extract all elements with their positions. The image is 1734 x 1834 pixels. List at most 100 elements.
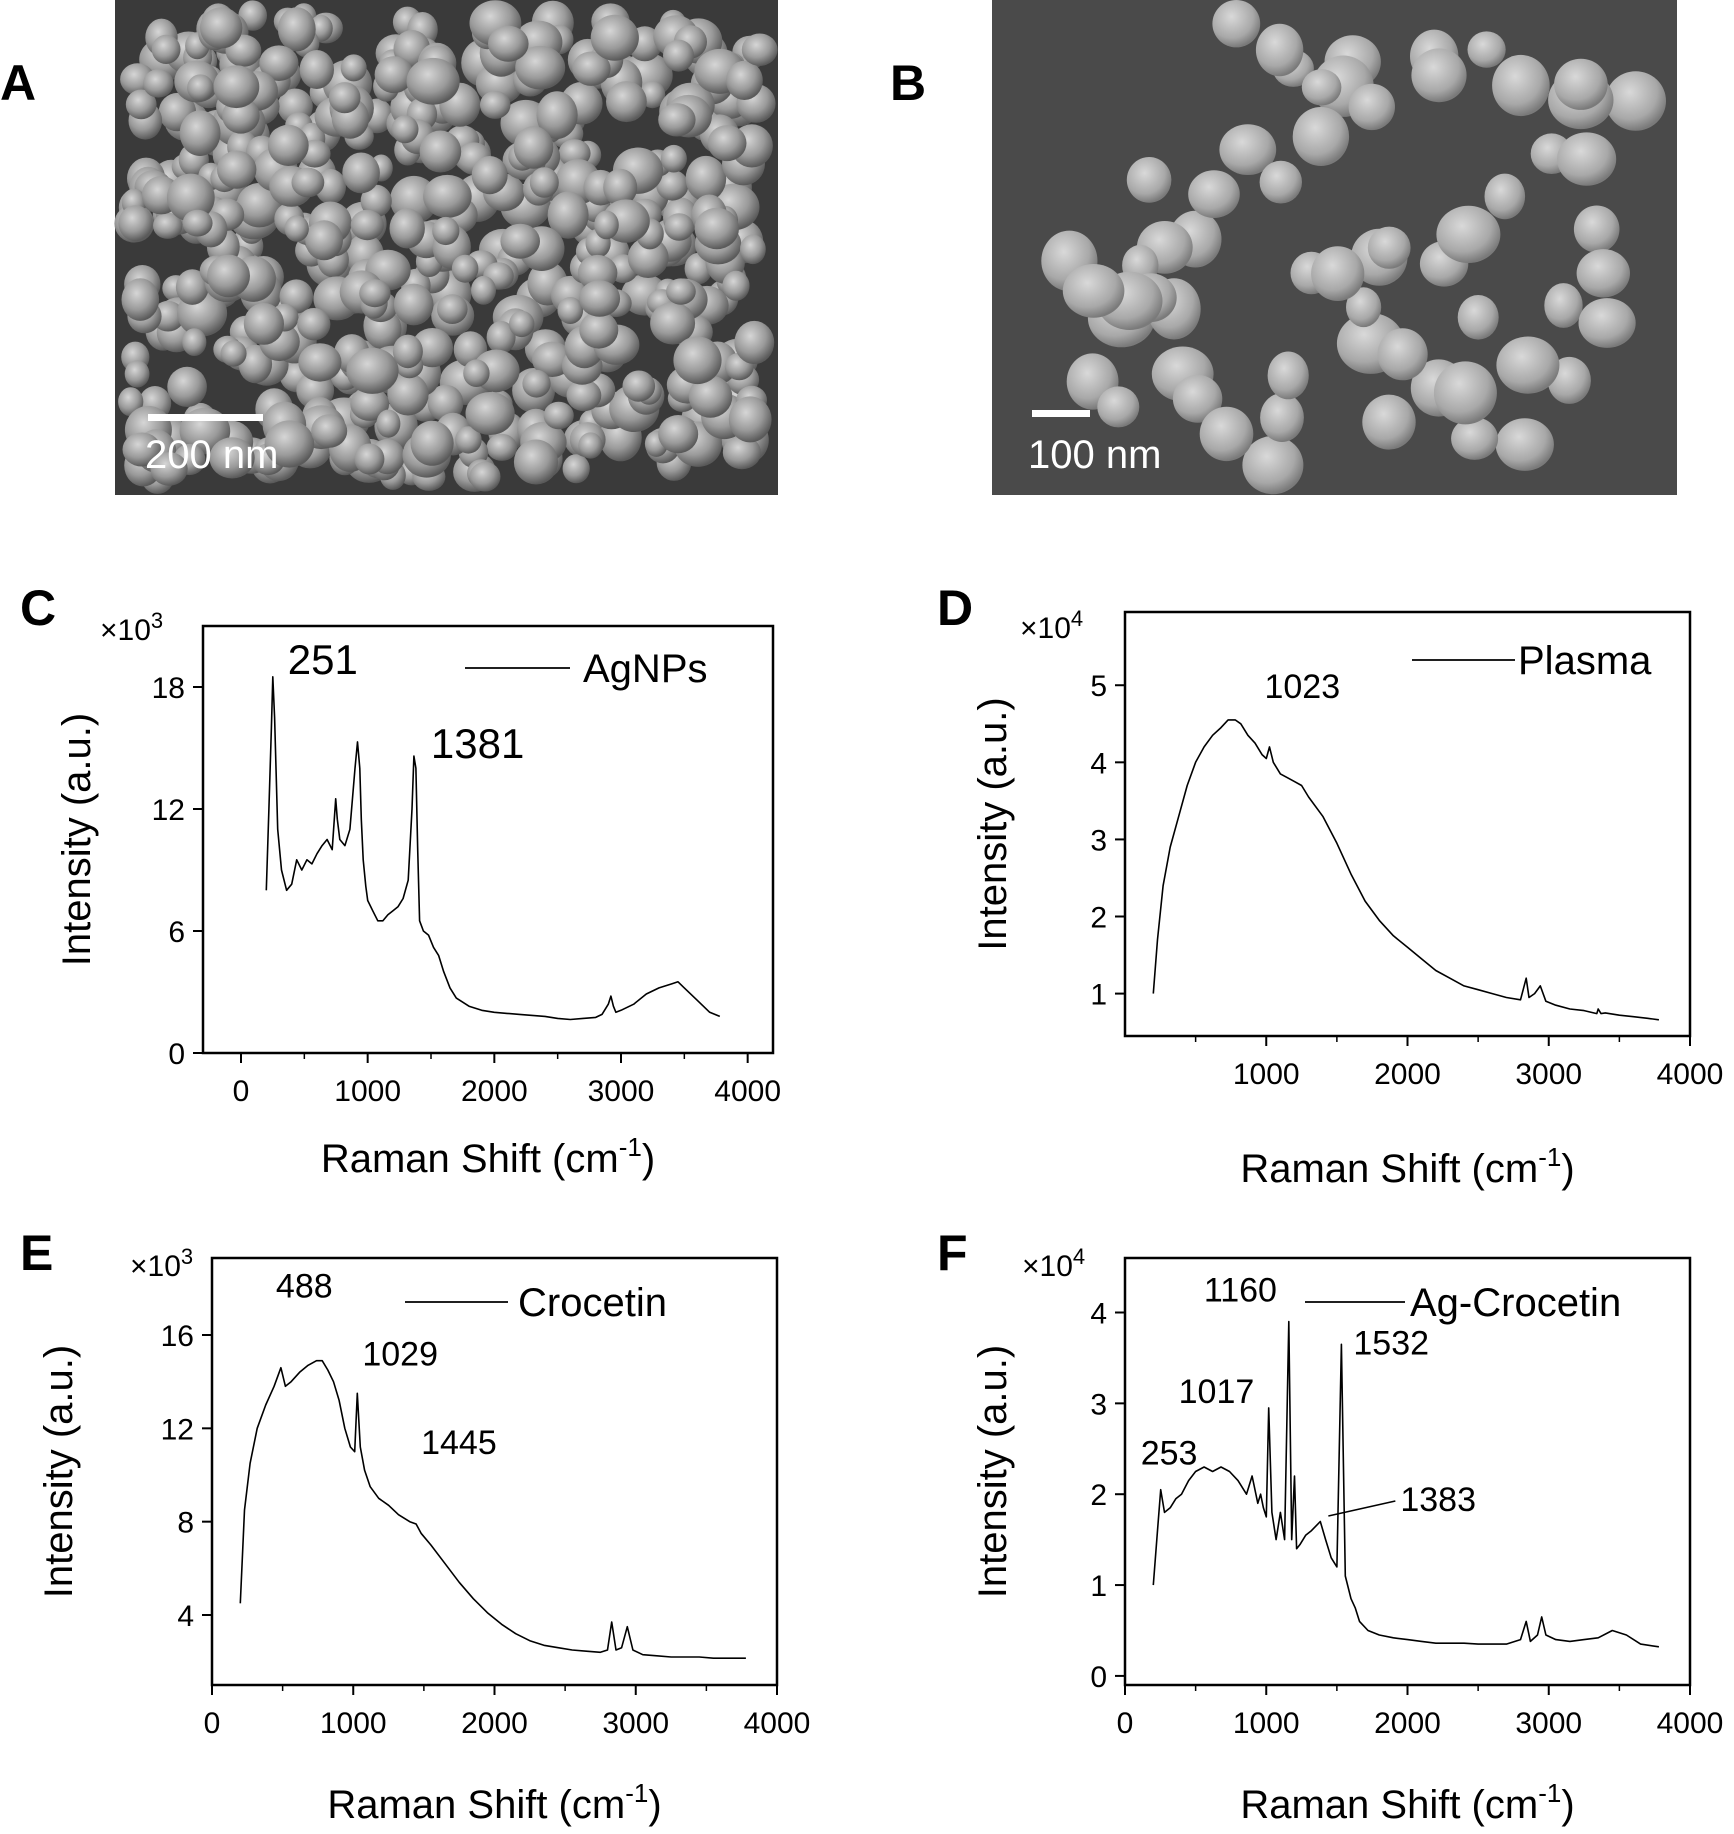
particle xyxy=(547,191,589,239)
scale-bar-b xyxy=(1032,410,1090,417)
peak-label-f: 1532 xyxy=(1353,1324,1429,1362)
y-tick-label-c: 12 xyxy=(152,794,185,827)
particle xyxy=(606,81,647,123)
peak-label-f: 1017 xyxy=(1179,1373,1255,1411)
x-tick-label-e: 4000 xyxy=(744,1707,811,1740)
particle xyxy=(578,432,603,459)
particle xyxy=(694,207,739,250)
particle xyxy=(207,254,250,298)
particle xyxy=(391,115,419,144)
chart-c: C 0 1000 2000 3000 4000 0 6 12 18 ×103 Raman Shift … xyxy=(20,580,781,1181)
particle xyxy=(1126,157,1172,203)
particle xyxy=(182,209,213,237)
particle xyxy=(603,168,638,207)
particle xyxy=(354,443,385,475)
particle xyxy=(376,409,401,438)
plot-frame-e xyxy=(210,1256,779,1687)
particle xyxy=(479,90,511,119)
x-tick-label-f: 3000 xyxy=(1515,1707,1582,1740)
particle xyxy=(220,340,247,367)
multiplier-d: ×104 xyxy=(1020,606,1083,645)
peak-label-d: 1023 xyxy=(1264,668,1340,706)
particle xyxy=(179,110,221,156)
particle xyxy=(236,183,283,228)
particle xyxy=(1433,361,1497,425)
particle xyxy=(536,91,578,139)
x-tick-label-d: 2000 xyxy=(1374,1058,1441,1091)
particle xyxy=(1362,394,1416,450)
particle xyxy=(572,51,611,86)
peak-label-f: 1383 xyxy=(1400,1481,1476,1519)
panel-letter-f: F xyxy=(937,1225,968,1281)
particle xyxy=(393,283,434,326)
particle xyxy=(1311,246,1365,301)
particle xyxy=(509,310,535,338)
particle xyxy=(1219,124,1277,175)
particle xyxy=(469,461,501,492)
y-tick-label-d: 5 xyxy=(1090,670,1107,703)
particle xyxy=(663,39,694,72)
particle xyxy=(267,124,309,166)
x-axis-title-d: Raman Shift (cm-1) xyxy=(1240,1142,1574,1191)
particle xyxy=(465,392,515,435)
particle xyxy=(175,269,209,305)
particle xyxy=(311,414,348,448)
particle xyxy=(1301,69,1342,106)
panel-letter-b: B xyxy=(890,55,926,111)
particle xyxy=(1199,406,1254,462)
particle xyxy=(1255,23,1304,77)
x-tick-label-c: 0 xyxy=(233,1075,250,1108)
particle xyxy=(513,439,559,485)
micrograph-a: A 200 nm xyxy=(0,0,778,495)
x-tick-label-e: 0 xyxy=(204,1707,221,1740)
particle xyxy=(1436,205,1501,263)
particle xyxy=(471,156,508,195)
particle xyxy=(328,82,361,114)
peak-label-e: 1445 xyxy=(421,1424,497,1462)
multiplier-e: ×103 xyxy=(130,1244,193,1283)
particle xyxy=(688,375,733,418)
particle xyxy=(1188,170,1240,219)
particle xyxy=(664,213,694,241)
particle xyxy=(427,384,464,422)
particle xyxy=(471,275,496,305)
particle xyxy=(1492,54,1550,117)
particle xyxy=(685,155,727,202)
x-tick-label-e: 3000 xyxy=(602,1707,669,1740)
particle xyxy=(387,373,429,416)
particle xyxy=(1172,374,1223,423)
peak-label-f: 1160 xyxy=(1204,1272,1277,1310)
particle xyxy=(1457,295,1499,340)
y-tick-label-c: 18 xyxy=(152,672,185,705)
y-tick-label-f: 1 xyxy=(1090,1570,1107,1603)
particle xyxy=(1259,160,1303,204)
particle xyxy=(187,74,214,102)
x-tick-label-d: 3000 xyxy=(1515,1058,1582,1091)
y-axis-title-f: Intensity (a.u.) xyxy=(971,1345,1015,1598)
y-tick-label-f: 2 xyxy=(1090,1479,1107,1512)
micrograph-b: B 100 nm xyxy=(890,0,1677,495)
x-axis-title-c: Raman Shift (cm-1) xyxy=(321,1132,655,1181)
peak-label-c: 251 xyxy=(288,636,358,683)
particle xyxy=(726,60,763,100)
particle xyxy=(500,223,540,259)
peak-label-c: 1381 xyxy=(431,720,524,767)
peak-label-e: 1029 xyxy=(362,1335,438,1373)
particle xyxy=(213,65,260,109)
particle xyxy=(1557,132,1617,186)
x-tick-label-c: 1000 xyxy=(334,1075,401,1108)
y-tick-label-e: 16 xyxy=(161,1320,194,1353)
particle xyxy=(1605,71,1666,131)
particle xyxy=(411,328,453,368)
particle xyxy=(513,126,554,169)
series-line-f xyxy=(1152,1320,1660,1648)
particle xyxy=(437,294,468,324)
y-tick-label-f: 3 xyxy=(1090,1388,1107,1421)
particle xyxy=(1578,298,1636,348)
particle xyxy=(1496,336,1560,394)
chart-d: D 1000 2000 3000 4000 1 2 3 4 5×104 Raman Shift (c… xyxy=(937,580,1723,1191)
particle xyxy=(374,56,414,94)
y-axis-title-e: Intensity (a.u.) xyxy=(37,1345,81,1598)
plot-frame-c xyxy=(201,624,775,1055)
particle xyxy=(1495,418,1554,471)
